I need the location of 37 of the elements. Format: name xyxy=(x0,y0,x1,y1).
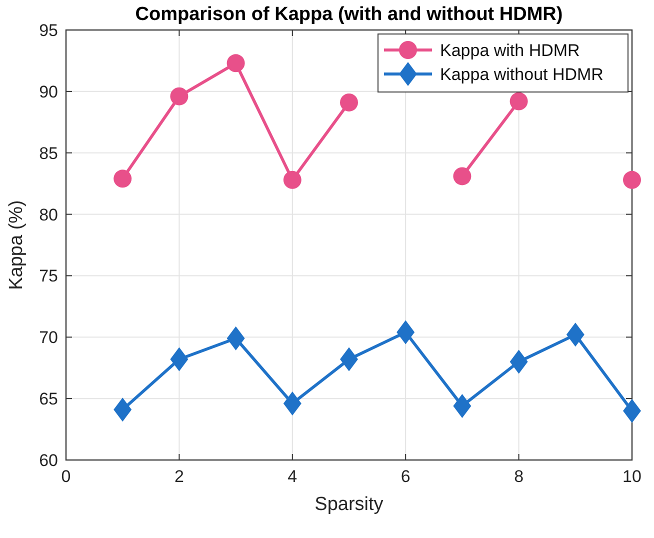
point xyxy=(283,391,302,416)
y-tick-label: 70 xyxy=(39,328,58,348)
legend-label: Kappa with HDMR xyxy=(440,41,580,60)
y-tick-label: 95 xyxy=(39,21,58,40)
point xyxy=(453,394,472,418)
point xyxy=(226,326,245,350)
y-tick-label: 65 xyxy=(39,390,58,409)
x-tick-label: 8 xyxy=(514,467,524,486)
point xyxy=(566,322,584,347)
point xyxy=(510,350,528,374)
point xyxy=(283,170,302,189)
point xyxy=(340,347,358,372)
x-tick-label: 10 xyxy=(622,467,642,486)
point xyxy=(396,320,415,344)
point xyxy=(453,167,472,186)
x-tick-label: 4 xyxy=(288,467,298,486)
point xyxy=(114,398,132,422)
point xyxy=(170,87,188,106)
chart-title: Comparison of Kappa (with and without HDMR) xyxy=(135,4,563,25)
point xyxy=(340,93,358,112)
y-tick-label: 85 xyxy=(39,144,58,163)
y-tick-label: 60 xyxy=(39,451,58,470)
x-axis-title: Sparsity xyxy=(314,494,384,515)
point xyxy=(623,170,641,189)
y-axis-title: Kappa (%) xyxy=(6,200,27,290)
x-tick-label: 2 xyxy=(174,467,184,486)
x-tick-label: 6 xyxy=(400,467,410,486)
y-tick-label: 80 xyxy=(39,205,58,224)
point xyxy=(114,170,132,188)
y-tick-label: 90 xyxy=(39,82,58,102)
point xyxy=(226,54,245,72)
point xyxy=(623,398,641,423)
point xyxy=(170,347,188,372)
x-tick-label: 0 xyxy=(61,467,71,486)
legend-label: Kappa without HDMR xyxy=(440,65,604,84)
point xyxy=(510,92,528,110)
y-tick-label: 75 xyxy=(39,266,58,286)
